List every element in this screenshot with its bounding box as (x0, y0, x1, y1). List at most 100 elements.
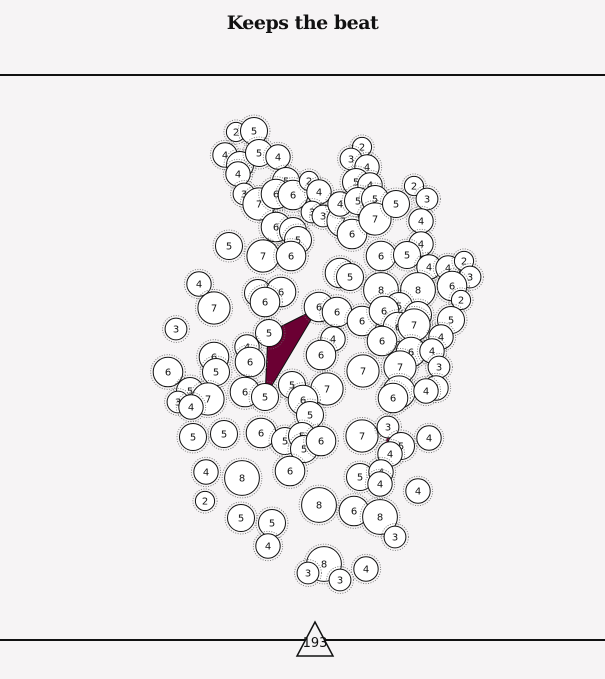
node-value: 7 (397, 363, 403, 374)
number-node[interactable]: 6 (232, 344, 268, 380)
node-value: 2 (461, 257, 467, 268)
node-value: 5 (404, 251, 410, 262)
number-node[interactable]: 6 (247, 284, 283, 320)
node-value: 5 (251, 127, 257, 138)
node-value: 3 (337, 576, 343, 587)
node-value: 2 (233, 128, 239, 139)
node-value: 2 (458, 296, 464, 307)
node-value: 8 (316, 501, 322, 512)
node-value: 5 (357, 473, 363, 484)
node-value: 6 (349, 230, 355, 241)
node-value: 4 (423, 387, 429, 398)
node-value: 6 (211, 353, 217, 364)
number-node[interactable]: 4 (175, 391, 207, 423)
node-value: 7 (205, 395, 211, 406)
node-value: 4 (265, 542, 271, 553)
number-node[interactable]: 4 (413, 422, 445, 454)
number-node[interactable]: 3 (374, 413, 402, 441)
number-node[interactable]: 6 (150, 354, 186, 390)
number-node[interactable]: 8 (221, 457, 263, 499)
node-value: 5 (295, 236, 301, 247)
number-node[interactable]: 8 (298, 484, 340, 526)
number-node[interactable]: 6 (375, 380, 411, 416)
node-value: 6 (273, 223, 279, 234)
node-value: 7 (359, 432, 365, 443)
node-value: 4 (235, 170, 241, 181)
number-node[interactable]: 4 (262, 141, 294, 173)
number-node[interactable]: 5 (333, 260, 367, 294)
node-value: 8 (378, 286, 384, 297)
node-value: 5 (347, 273, 353, 284)
node-value: 5 (396, 302, 402, 313)
score-triangle-icon (295, 620, 335, 657)
node-value: 6 (290, 191, 296, 202)
number-node[interactable]: 4 (364, 468, 396, 500)
number-node[interactable]: 2 (401, 173, 427, 199)
node-value: 5 (398, 442, 404, 453)
number-node[interactable]: 4 (405, 205, 437, 237)
number-node[interactable]: 7 (194, 288, 233, 327)
node-value: 5 (238, 514, 244, 525)
node-value: 5 (353, 178, 359, 189)
node-value: 5 (256, 149, 262, 160)
node-value: 4 (418, 240, 424, 251)
number-node[interactable]: 4 (183, 268, 215, 300)
node-value: 2 (306, 177, 312, 188)
node-value: 3 (305, 569, 311, 580)
number-node[interactable]: 4 (350, 553, 382, 585)
node-value: 5 (190, 433, 196, 444)
node-value: 6 (378, 252, 384, 263)
number-node[interactable]: 4 (402, 475, 434, 507)
number-node[interactable]: 6 (364, 323, 400, 359)
node-value: 5 (289, 381, 295, 392)
node-value: 3 (436, 363, 442, 374)
node-value: 7 (411, 321, 417, 332)
number-node[interactable]: 5 (252, 316, 286, 350)
node-value: 3 (175, 398, 181, 409)
node-value: 5 (262, 393, 268, 404)
number-node[interactable]: 6 (303, 423, 339, 459)
nodes-layer: 2545544375662433746234545575234456557665… (150, 114, 484, 594)
node-value: 3 (348, 155, 354, 166)
number-node[interactable]: 3 (162, 315, 190, 343)
number-node[interactable]: 5 (379, 187, 413, 221)
number-node[interactable]: 3 (294, 559, 322, 587)
node-value: 4 (337, 200, 343, 211)
number-node[interactable]: 2 (192, 488, 218, 514)
node-value: 6 (258, 429, 264, 440)
number-node[interactable]: 4 (252, 530, 284, 562)
node-value: 3 (309, 208, 315, 219)
number-node[interactable]: 3 (326, 566, 354, 594)
node-value: 6 (278, 288, 284, 299)
number-node[interactable]: 3 (381, 523, 409, 551)
number-node[interactable]: 5 (248, 380, 282, 414)
number-node[interactable]: 5 (207, 417, 241, 451)
node-value: 6 (242, 388, 248, 399)
number-node[interactable]: 7 (342, 416, 381, 455)
node-value: 4 (364, 163, 370, 174)
number-node[interactable]: 7 (343, 351, 382, 390)
node-value: 6 (351, 507, 357, 518)
number-node[interactable]: 8 (359, 496, 401, 538)
node-value: 4 (316, 188, 322, 199)
number-node[interactable]: 4 (410, 375, 442, 407)
number-node[interactable]: 6 (273, 238, 309, 274)
number-node[interactable]: 4 (190, 456, 222, 488)
node-value: 5 (448, 316, 454, 327)
number-node[interactable]: 6 (272, 453, 308, 489)
number-node[interactable]: 6 (303, 337, 339, 373)
node-value: 7 (360, 367, 366, 378)
node-value: 2 (359, 143, 365, 154)
node-value: 6 (390, 394, 396, 405)
node-value: 4 (222, 151, 228, 162)
number-node[interactable]: 5 (390, 238, 424, 272)
number-node[interactable]: 5 (176, 420, 210, 454)
number-node[interactable]: 4 (303, 176, 335, 208)
number-node[interactable]: 5 (212, 229, 246, 263)
bottom-divider (0, 639, 605, 641)
number-node[interactable]: 5 (224, 501, 258, 535)
node-value: 4 (196, 280, 202, 291)
node-value: 5 (266, 329, 272, 340)
node-value: 5 (372, 195, 378, 206)
